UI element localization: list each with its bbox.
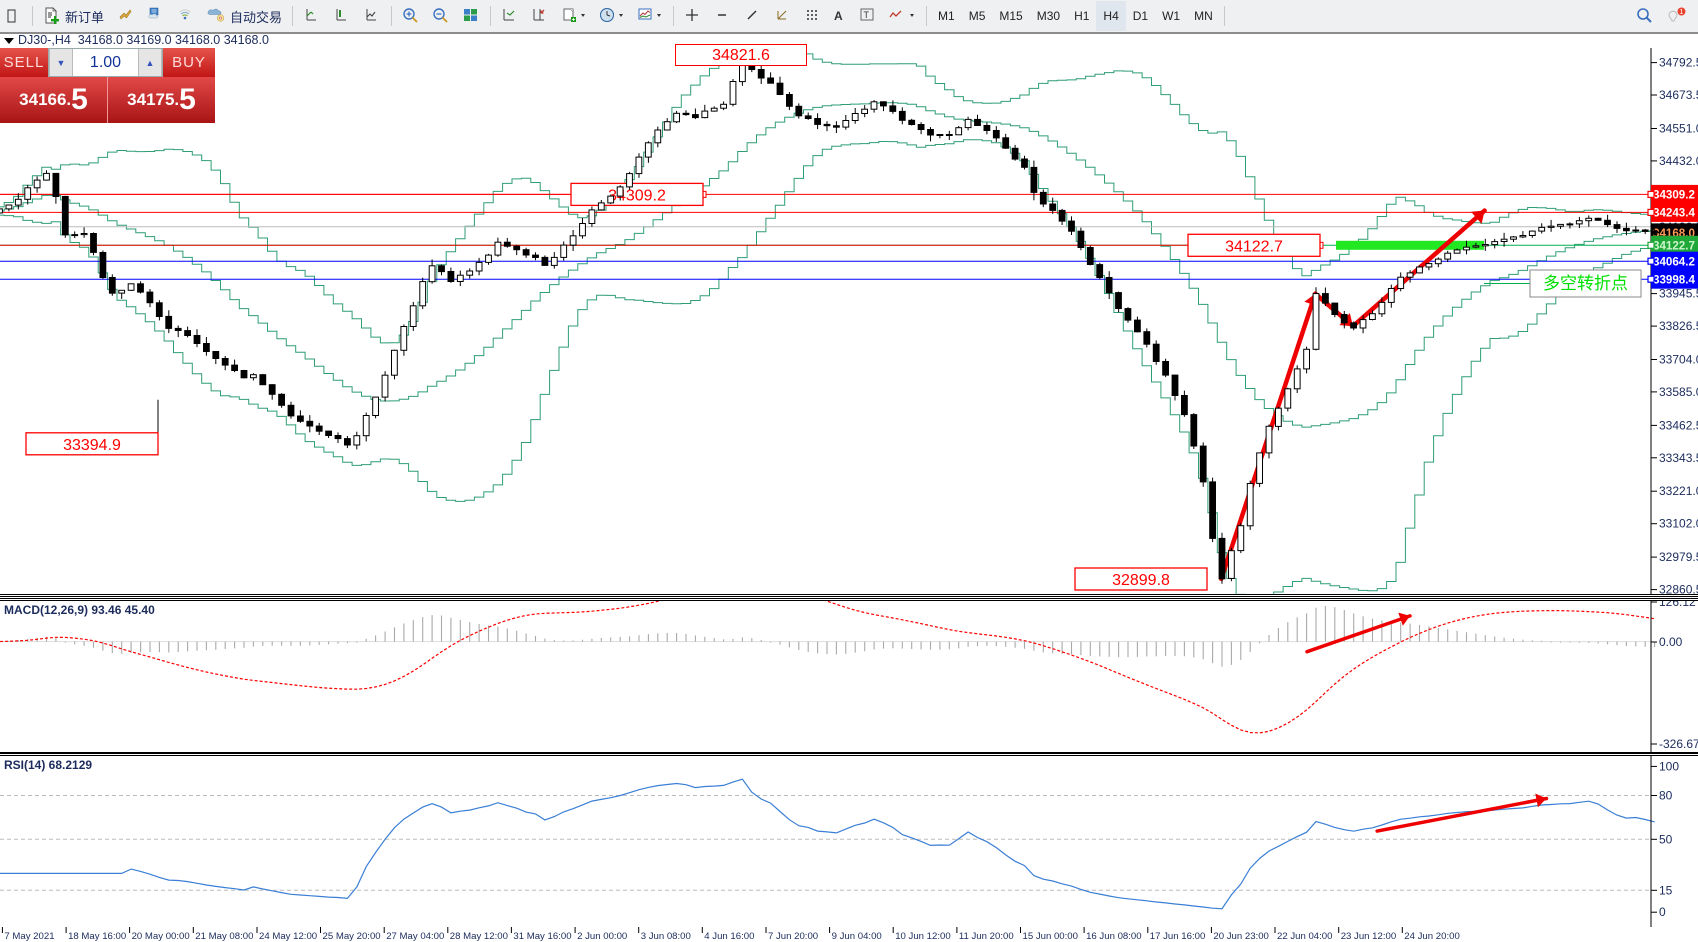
svg-text:2 Jun 00:00: 2 Jun 00:00: [577, 931, 627, 942]
svg-text:33998.4: 33998.4: [1653, 274, 1695, 287]
svg-text:33462.5: 33462.5: [1659, 418, 1698, 432]
svg-text:34122.7: 34122.7: [1225, 238, 1283, 255]
svg-text:34064.2: 34064.2: [1653, 256, 1695, 269]
svg-text:11 Jun 20:00: 11 Jun 20:00: [959, 931, 1014, 942]
svg-text:23 Jun 12:00: 23 Jun 12:00: [1341, 931, 1396, 942]
svg-text:T: T: [864, 10, 870, 20]
svg-text:33585.0: 33585.0: [1659, 385, 1698, 399]
svg-text:32860.5: 32860.5: [1659, 583, 1698, 594]
svg-text:34792.5: 34792.5: [1659, 56, 1698, 70]
svg-text:34432.0: 34432.0: [1659, 154, 1698, 168]
svg-text:33945.5: 33945.5: [1659, 287, 1698, 301]
svg-text:34551.0: 34551.0: [1659, 122, 1698, 136]
svg-text:20 May 00:00: 20 May 00:00: [132, 931, 190, 942]
svg-text:1: 1: [1680, 9, 1684, 16]
svg-text:9 Jun 04:00: 9 Jun 04:00: [832, 931, 882, 942]
svg-text:24 May 12:00: 24 May 12:00: [259, 931, 317, 942]
svg-text:34309.2: 34309.2: [1653, 189, 1695, 202]
svg-text:27 May 04:00: 27 May 04:00: [386, 931, 444, 942]
svg-text:32899.8: 32899.8: [1112, 572, 1170, 589]
svg-text:7 May 2021: 7 May 2021: [4, 931, 54, 942]
svg-text:28 May 12:00: 28 May 12:00: [450, 931, 508, 942]
svg-text:80: 80: [1659, 789, 1673, 803]
svg-text:A: A: [834, 9, 843, 23]
svg-text:33826.5: 33826.5: [1659, 319, 1698, 333]
svg-text:31 May 16:00: 31 May 16:00: [513, 931, 571, 942]
svg-text:20 Jun 23:00: 20 Jun 23:00: [1213, 931, 1268, 942]
svg-text:33394.9: 33394.9: [63, 437, 121, 454]
svg-text:0.00: 0.00: [1659, 635, 1683, 649]
svg-text:0: 0: [1659, 905, 1666, 919]
svg-text:33221.0: 33221.0: [1659, 484, 1698, 498]
svg-text:33343.5: 33343.5: [1659, 451, 1698, 465]
svg-text:22 Jun 04:00: 22 Jun 04:00: [1277, 931, 1332, 942]
svg-text:25 May 20:00: 25 May 20:00: [323, 931, 381, 942]
svg-text:126.12: 126.12: [1659, 601, 1696, 609]
svg-text:100: 100: [1659, 759, 1679, 773]
svg-text:15: 15: [1659, 883, 1673, 897]
svg-text:-326.67: -326.67: [1659, 737, 1698, 751]
svg-text:10 Jun 12:00: 10 Jun 12:00: [895, 931, 950, 942]
svg-text:24 Jun 20:00: 24 Jun 20:00: [1404, 931, 1459, 942]
svg-text:16 Jun 08:00: 16 Jun 08:00: [1086, 931, 1141, 942]
svg-text:多空转折点: 多空转折点: [1543, 274, 1628, 293]
svg-text:32979.5: 32979.5: [1659, 550, 1698, 564]
svg-text:33102.0: 33102.0: [1659, 517, 1698, 531]
svg-text:17 Jun 16:00: 17 Jun 16:00: [1150, 931, 1205, 942]
svg-text:50: 50: [1659, 832, 1673, 846]
svg-text:34122.7: 34122.7: [1653, 240, 1695, 253]
svg-text:18 May 16:00: 18 May 16:00: [68, 931, 126, 942]
svg-text:4 Jun 16:00: 4 Jun 16:00: [704, 931, 754, 942]
svg-text:33704.0: 33704.0: [1659, 353, 1698, 367]
svg-text:7 Jun 20:00: 7 Jun 20:00: [768, 931, 818, 942]
svg-text:34673.5: 34673.5: [1659, 88, 1698, 102]
svg-text:21 May 08:00: 21 May 08:00: [195, 931, 253, 942]
svg-text:3 Jun 08:00: 3 Jun 08:00: [641, 931, 691, 942]
svg-text:34243.4: 34243.4: [1653, 207, 1695, 220]
svg-text:15 Jun 00:00: 15 Jun 00:00: [1023, 931, 1078, 942]
